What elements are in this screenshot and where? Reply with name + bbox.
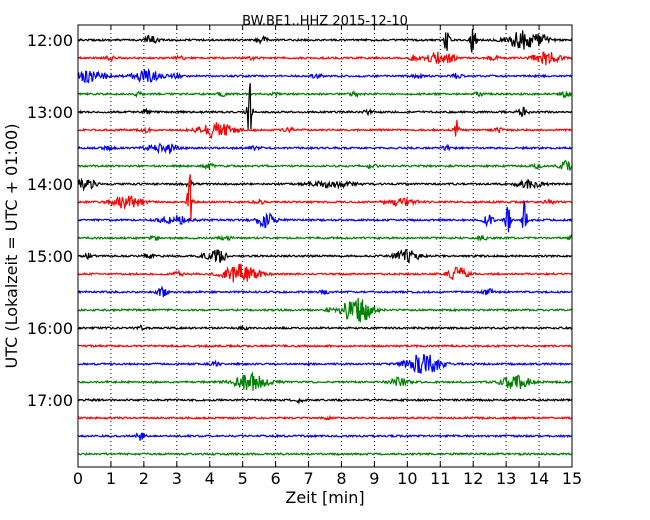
y-tick-label: 16:00 — [27, 319, 73, 338]
y-tick-label: 14:00 — [27, 175, 73, 194]
y-axis-title: UTC (Lokalzeit = UTC + 01:00) — [2, 124, 21, 369]
seismic-traces — [77, 28, 573, 457]
trace-1400 — [77, 177, 573, 192]
trace-1245 — [77, 89, 573, 99]
x-tick-label: 2 — [139, 469, 149, 488]
x-axis-title: Zeit [min] — [285, 488, 364, 507]
trace-1330 — [77, 142, 573, 155]
trace-1615 — [77, 343, 573, 349]
trace-1200 — [77, 28, 573, 53]
x-tick-label: 0 — [73, 469, 83, 488]
trace-1215 — [77, 51, 573, 66]
x-tick-label: 7 — [303, 469, 313, 488]
y-tick-label: 13:00 — [27, 103, 73, 122]
x-tick-label: 11 — [430, 469, 450, 488]
x-tick-label: 10 — [397, 469, 417, 488]
x-tick-label: 4 — [205, 469, 215, 488]
x-tick-label: 14 — [529, 469, 549, 488]
trace-1630 — [77, 354, 573, 374]
trace-1500 — [77, 248, 573, 264]
trace-1700 — [77, 397, 573, 405]
trace-1715 — [77, 414, 573, 421]
trace-1445 — [77, 233, 573, 242]
trace-1645 — [77, 371, 573, 391]
gridlines — [110, 25, 540, 467]
trace-1600 — [77, 324, 573, 332]
trace-1300 — [77, 83, 573, 130]
trace-1515 — [77, 263, 573, 283]
trace-1530 — [77, 285, 573, 298]
trace-1345 — [77, 159, 573, 171]
x-tick-label: 6 — [271, 469, 281, 488]
x-tick-label: 5 — [238, 469, 248, 488]
x-tick-label: 9 — [369, 469, 379, 488]
trace-1730 — [77, 432, 573, 441]
plot-frame — [77, 24, 573, 468]
x-axis: 0 1 2 3 4 5 6 7 8 9 10 11 12 13 14 15 — [73, 25, 582, 488]
y-axis: 12:00 13:00 14:00 15:00 16:00 17:00 — [27, 31, 572, 410]
y-tick-label: 15:00 — [27, 247, 73, 266]
x-tick-label: 12 — [463, 469, 483, 488]
y-tick-label: 12:00 — [27, 31, 73, 50]
trace-1415 — [77, 174, 573, 221]
y-tick-label: 17:00 — [27, 391, 73, 410]
x-tick-label: 13 — [496, 469, 516, 488]
trace-1230 — [77, 67, 573, 84]
trace-1745 — [77, 451, 573, 457]
chart-title: BW.BE1..HHZ 2015-12-10 — [242, 14, 408, 29]
trace-1545 — [77, 297, 573, 323]
x-tick-label: 3 — [172, 469, 182, 488]
x-tick-label: 15 — [562, 469, 582, 488]
trace-1430 — [77, 199, 573, 233]
trace-1315 — [77, 119, 573, 139]
x-tick-label: 8 — [336, 469, 346, 488]
x-tick-label: 1 — [106, 469, 116, 488]
